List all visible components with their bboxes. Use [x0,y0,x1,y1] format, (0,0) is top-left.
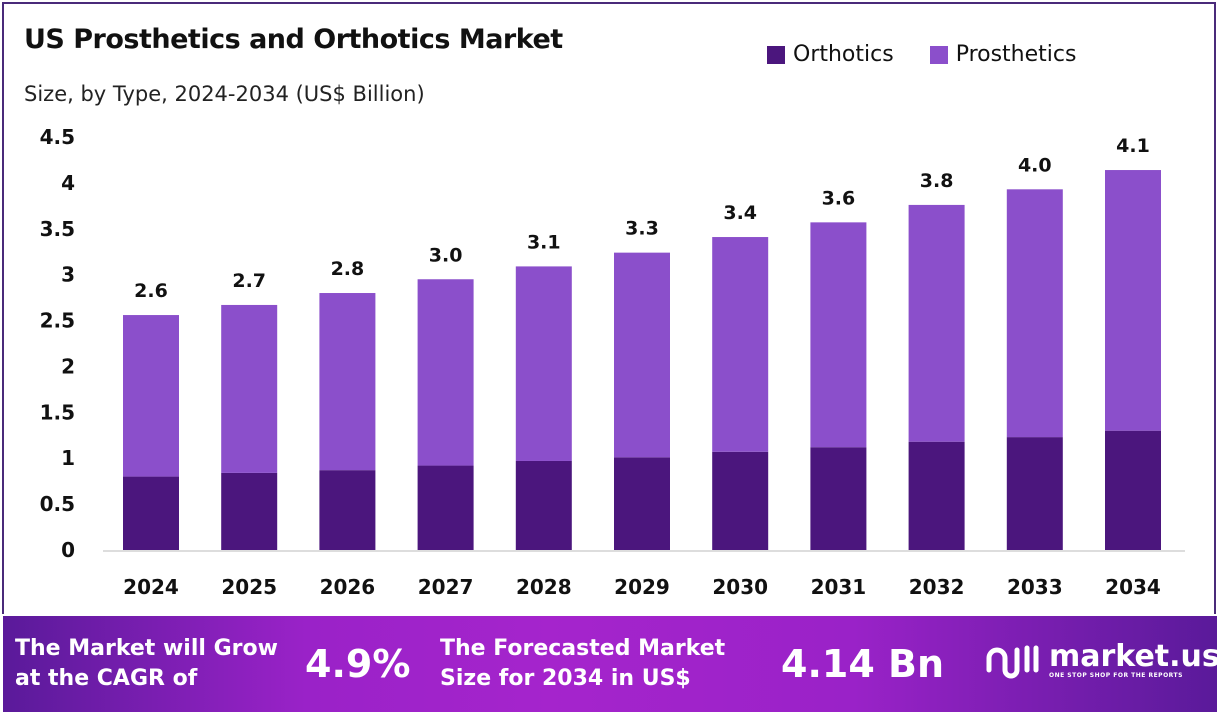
bar-orthotics-2034 [1105,430,1161,550]
x-tick-label: 2029 [614,575,670,599]
data-label-total: 3.4 [723,202,757,224]
bar-orthotics-2027 [417,465,474,550]
x-tick-label: 2028 [516,575,572,599]
x-tick-label: 2024 [123,575,179,599]
bar-orthotics-2029 [614,457,670,550]
y-tick-label: 0 [61,538,75,562]
market-us-logo-icon [986,645,1039,679]
x-tick-label: 2032 [909,575,965,599]
legend-swatch-orthotics [767,45,785,64]
forecast-text: The Forecasted Market Size for 2034 in U… [440,634,725,694]
x-tick-label: 2030 [712,575,768,599]
legend-label: Prosthetics [955,42,1077,67]
y-tick-label: 1.5 [40,400,75,424]
bar-prosthetics-2032 [908,204,965,442]
y-tick-label: 2 [61,354,75,378]
bar-orthotics-2026 [319,470,376,550]
bar-prosthetics-2030 [712,237,769,452]
bar-orthotics-2032 [908,441,965,550]
chart-title: US Prosthetics and Orthotics Market [24,24,563,55]
data-label-total: 3.8 [920,170,954,192]
cagr-text-line2: at the CAGR of [15,666,198,691]
x-tick-label: 2034 [1105,575,1161,599]
bar-prosthetics-2026 [319,293,376,471]
forecast-text-line2: Size for 2034 in US$ [440,666,691,691]
logo-name: market.us [1049,638,1220,674]
bar-prosthetics-2028 [515,266,572,461]
y-tick-label: 3.5 [40,217,75,241]
market-us-logo: market.us ONE STOP SHOP FOR THE REPORTS [983,640,1220,680]
cagr-text-line1: The Market will Grow [15,636,278,661]
y-tick-label: 2.5 [40,309,75,333]
y-tick-label: 4.5 [40,125,75,149]
bar-orthotics-2033 [1006,437,1063,550]
cagr-text: The Market will Grow at the CAGR of [15,634,278,694]
chart-subtitle: Size, by Type, 2024-2034 (US$ Billion) [24,82,425,106]
forecast-value: 4.14 Bn [781,642,945,686]
data-label-total: 4.0 [1018,154,1052,176]
bar-prosthetics-2029 [614,252,670,458]
data-label-total: 2.8 [331,258,365,280]
y-tick-label: 1 [61,446,75,470]
x-tick-label: 2026 [320,575,376,599]
x-tick-label: 2027 [418,575,474,599]
data-label-total: 2.6 [134,280,168,302]
bar-prosthetics-2027 [417,279,474,466]
bar-prosthetics-2024 [123,315,179,477]
forecast-text-line1: The Forecasted Market [440,636,726,661]
x-tick-label: 2025 [221,575,277,599]
x-tick-label: 2033 [1007,575,1063,599]
bar-prosthetics-2025 [221,304,278,473]
footer-banner: The Market will Grow at the CAGR of 4.9%… [3,616,1220,712]
data-label-total: 3.0 [429,244,463,266]
bar-prosthetics-2033 [1006,189,1063,438]
bar-orthotics-2028 [515,460,572,550]
y-tick-label: 4 [61,171,75,195]
chart-frame [2,2,1216,614]
legend-label: Orthotics [793,42,894,67]
x-tick-label: 2031 [811,575,867,599]
data-label-total: 3.6 [822,187,856,209]
bar-orthotics-2030 [712,451,769,550]
bar-prosthetics-2034 [1105,170,1161,431]
bar-orthotics-2031 [810,447,867,550]
data-label-total: 2.7 [232,270,266,292]
legend-swatch-prosthetics [929,45,948,64]
legend: Orthotics Prosthetics [767,42,1076,67]
bar-prosthetics-2031 [810,222,867,448]
legend-item-orthotics: Orthotics [767,42,894,67]
y-tick-label: 0.5 [40,492,75,516]
data-label-total: 3.3 [625,218,659,240]
data-label-total: 4.1 [1116,135,1150,157]
bar-orthotics-2025 [221,472,278,550]
cagr-value: 4.9% [305,642,411,686]
logo-tagline: ONE STOP SHOP FOR THE REPORTS [1049,671,1183,679]
bar-chart: 0 0.5 1 1.5 2 2.5 3 3.5 4 4.5 2.6 2024 2.7 2025 2.8 202… [40,125,1185,599]
bar-orthotics-2024 [123,476,179,550]
y-tick-label: 3 [61,263,75,287]
legend-item-prosthetics: Prosthetics [929,42,1077,67]
data-label-total: 3.1 [527,231,561,253]
